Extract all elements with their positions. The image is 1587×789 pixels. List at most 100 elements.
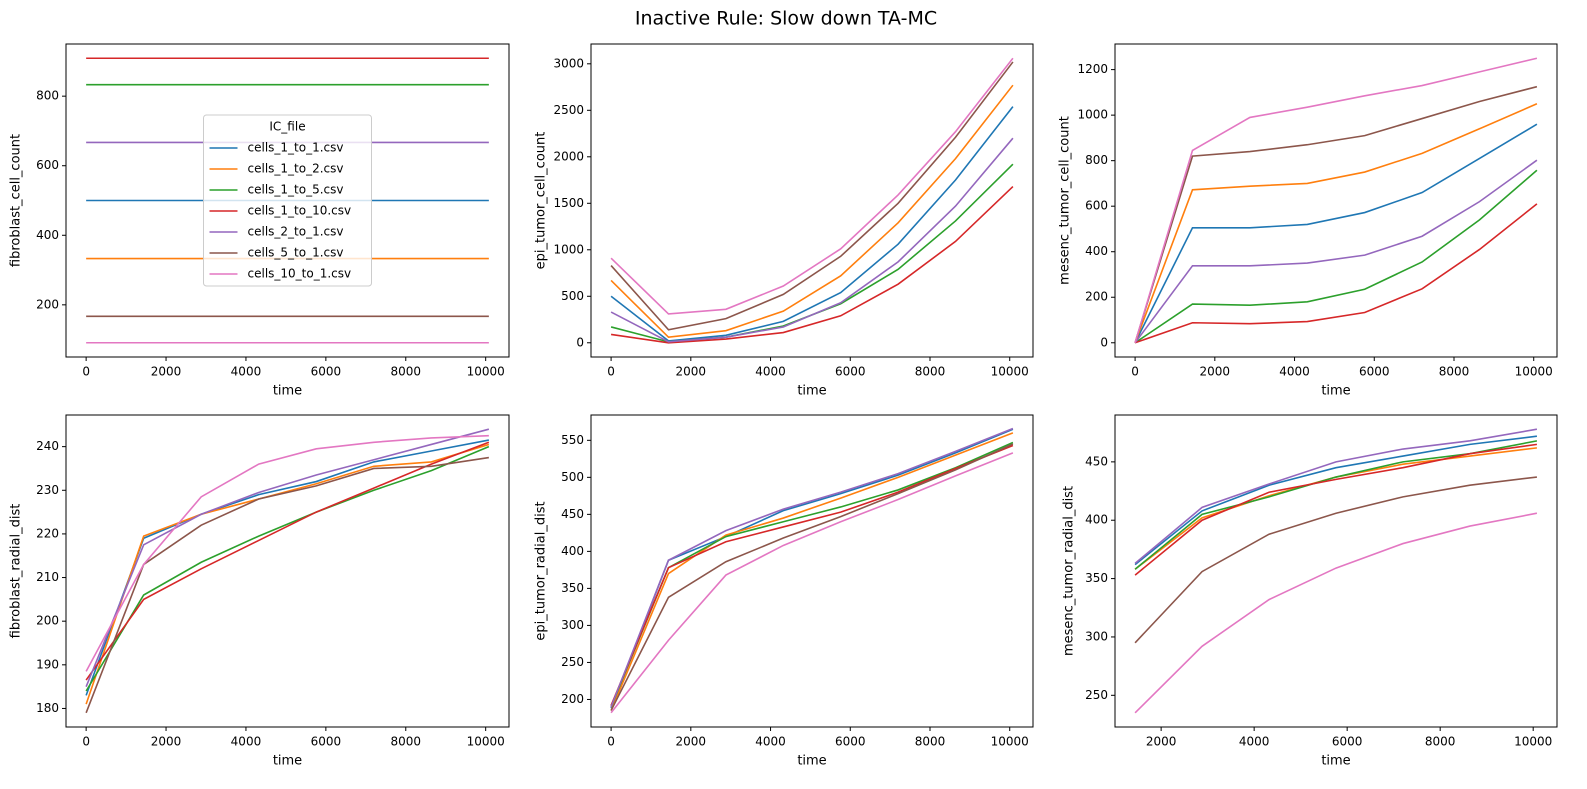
line <box>85 428 490 687</box>
line <box>610 61 1014 331</box>
x-tick-label: 8000 <box>915 365 946 379</box>
line <box>610 441 1014 708</box>
y-tick-label: 200 <box>561 692 584 706</box>
y-tick-label: 230 <box>36 483 59 497</box>
y-tick-label: 190 <box>36 657 59 671</box>
y-axis-label: epi_tumor_cell_count <box>534 132 549 270</box>
x-axis-label: time <box>797 754 826 769</box>
x-tick-label: 2000 <box>151 365 182 379</box>
line <box>85 439 490 696</box>
x-tick-label: 6000 <box>311 365 342 379</box>
x-tick-label: 8000 <box>915 735 946 749</box>
x-tick-label: 8000 <box>390 365 421 379</box>
x-tick-label: 10000 <box>991 365 1029 379</box>
x-tick-label: 10000 <box>991 735 1029 749</box>
line <box>85 434 489 672</box>
y-tick-label: 180 <box>36 701 59 715</box>
x-tick-label: 10000 <box>467 735 505 749</box>
y-tick-label: 350 <box>1085 571 1108 585</box>
line <box>1134 169 1538 344</box>
line <box>1134 57 1538 343</box>
y-tick-label: 1000 <box>1077 108 1108 122</box>
y-tick-label: 210 <box>36 570 59 584</box>
axes-frame <box>1114 43 1558 358</box>
axes-frame <box>590 414 1034 728</box>
y-tick-label: 600 <box>1085 199 1108 213</box>
legend-label: cells_1_to_1.csv <box>248 141 344 155</box>
line <box>610 452 1014 714</box>
y-tick-label: 240 <box>36 439 59 453</box>
y-tick-label: 1000 <box>553 242 584 256</box>
x-axis-label: time <box>797 384 826 399</box>
y-tick-label: 300 <box>1085 629 1108 643</box>
x-tick-label: 4000 <box>1239 735 1270 749</box>
y-tick-label: 500 <box>561 289 584 303</box>
legend-frame <box>203 114 372 287</box>
line <box>85 445 490 692</box>
x-tick-label: 0 <box>1131 365 1139 379</box>
legend-label: cells_5_to_1.csv <box>248 246 344 260</box>
legend-title: IC_file <box>269 120 305 134</box>
y-tick-label: 200 <box>36 297 59 311</box>
x-tick-label: 2000 <box>676 735 707 749</box>
y-tick-label: 400 <box>36 228 59 242</box>
legend-label: cells_1_to_5.csv <box>248 183 344 197</box>
x-tick-label: 10000 <box>1515 365 1553 379</box>
line <box>1134 203 1538 344</box>
legend-label: cells_1_to_2.csv <box>248 162 344 176</box>
y-tick-label: 350 <box>561 581 584 595</box>
y-tick-label: 0 <box>1100 335 1108 349</box>
y-axis-label: epi_tumor_radial_dist <box>534 501 549 640</box>
line <box>85 456 489 714</box>
legend-label: cells_10_to_1.csv <box>248 267 352 281</box>
line <box>610 428 1014 709</box>
x-tick-label: 8000 <box>1439 365 1470 379</box>
y-tick-label: 3000 <box>553 56 584 70</box>
line <box>1134 476 1538 644</box>
y-tick-label: 450 <box>561 507 584 521</box>
line <box>1134 435 1538 566</box>
y-tick-label: 450 <box>1085 454 1108 468</box>
x-tick-label: 6000 <box>311 735 342 749</box>
x-tick-label: 2000 <box>1146 735 1177 749</box>
y-axis-label: mesenc_tumor_cell_count <box>1058 116 1073 285</box>
y-tick-label: 550 <box>561 433 584 447</box>
line <box>610 427 1014 708</box>
x-tick-label: 6000 <box>835 735 866 749</box>
x-tick-label: 0 <box>82 735 90 749</box>
x-tick-label: 2000 <box>676 365 707 379</box>
line <box>610 84 1014 339</box>
line <box>610 106 1014 342</box>
line <box>610 137 1014 343</box>
line <box>610 432 1014 711</box>
x-axis-label: time <box>273 754 302 769</box>
x-tick-label: 4000 <box>231 735 262 749</box>
y-tick-label: 1500 <box>553 196 584 210</box>
line <box>1134 512 1538 714</box>
x-tick-label: 0 <box>82 365 90 379</box>
x-tick-label: 4000 <box>1279 365 1310 379</box>
y-tick-label: 220 <box>36 526 59 540</box>
legend: IC_file cells_1_to_1.csv cells_1_to_2.csvc… <box>203 114 372 287</box>
axes-frame <box>65 414 510 728</box>
line <box>1134 447 1538 570</box>
line <box>1134 159 1538 344</box>
line <box>610 185 1014 344</box>
y-tick-label: 250 <box>561 655 584 669</box>
x-tick-label: 8000 <box>390 735 421 749</box>
x-axis-label: time <box>1321 754 1350 769</box>
x-tick-label: 0 <box>607 735 615 749</box>
y-axis-label: fibroblast_radial_dist <box>9 504 24 639</box>
line <box>85 441 490 681</box>
y-tick-label: 400 <box>561 544 584 558</box>
y-tick-label: 800 <box>36 89 59 103</box>
line <box>85 443 490 705</box>
axes-frame <box>65 43 510 358</box>
x-axis-label: time <box>273 384 302 399</box>
y-tick-label: 400 <box>1085 244 1108 258</box>
y-tick-label: 2000 <box>553 149 584 163</box>
x-tick-label: 4000 <box>755 735 786 749</box>
x-tick-label: 6000 <box>1332 735 1363 749</box>
y-tick-label: 200 <box>1085 290 1108 304</box>
line <box>1134 85 1538 344</box>
